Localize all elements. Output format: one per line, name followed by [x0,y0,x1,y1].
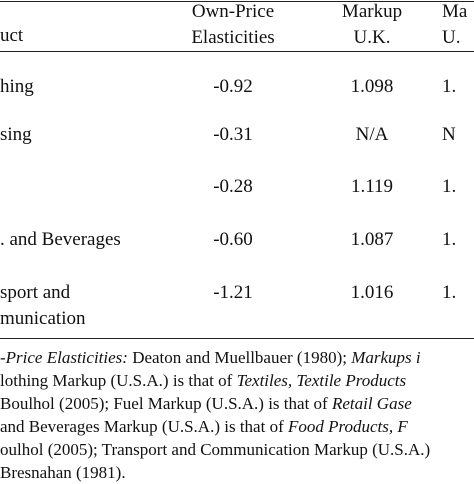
cell: N/A [355,124,389,145]
cell: 1.098 [350,76,394,97]
header-cell: Ma U. [442,1,468,48]
cell: sport and munication [0,282,86,329]
cell: 1. [442,176,457,197]
header-cell: Own-Price Elasticities [191,1,275,48]
note-line: Bresnahan (1981). [0,461,126,484]
note-line: oulhol (2005); Transport and Communicati… [0,438,430,461]
note-text: lothing Markup (U.S.A.) is that of [0,371,237,390]
cell: . and Beverages [0,229,121,250]
note-text: Retail Gase [331,394,412,413]
cell: 1.016 [350,282,394,303]
cell: 1.119 [350,176,394,197]
note-text: Deaton and Muellbauer (1980); [127,348,352,367]
note-text: Textiles, Textile Products [236,371,407,390]
cell: 1. [442,229,457,250]
note-text: Boulhol (2005); Fuel Markup (U.S.A.) is … [0,394,332,413]
cell: -0.31 [213,124,253,145]
cell: sing [0,124,32,145]
bottom-rule [0,338,474,339]
header-rule [0,51,474,52]
note-text: and Beverages Markup (U.S.A.) is that of [0,417,288,436]
note-text: -Price Elasticities: [0,348,128,367]
note-line: lothing Markup (U.S.A.) is that of Texti… [0,369,406,392]
note-line: and Beverages Markup (U.S.A.) is that of… [0,415,408,438]
cell: -0.92 [213,76,253,97]
cell: -0.28 [213,176,253,197]
top-rule [0,1,474,2]
note-text: oulhol (2005); Transport and Communicati… [0,440,431,459]
note-text: Bresnahan (1981). [0,463,126,482]
header-cell: uct [0,25,24,46]
cell: 1. [442,282,457,303]
note-text: Food Products, F [288,417,408,436]
note-line: -Price Elasticities: Deaton and Muellbau… [0,346,421,369]
cell: N [442,124,456,145]
header-cell: Markup U.K. [341,1,403,48]
cell: 1.087 [350,229,394,250]
note-line: Boulhol (2005); Fuel Markup (U.S.A.) is … [0,392,412,415]
cell: -1.21 [213,282,253,303]
cell: hing [0,76,34,97]
cell: 1. [442,76,457,97]
cell: -0.60 [213,229,253,250]
note-text: Markups i [351,348,421,367]
